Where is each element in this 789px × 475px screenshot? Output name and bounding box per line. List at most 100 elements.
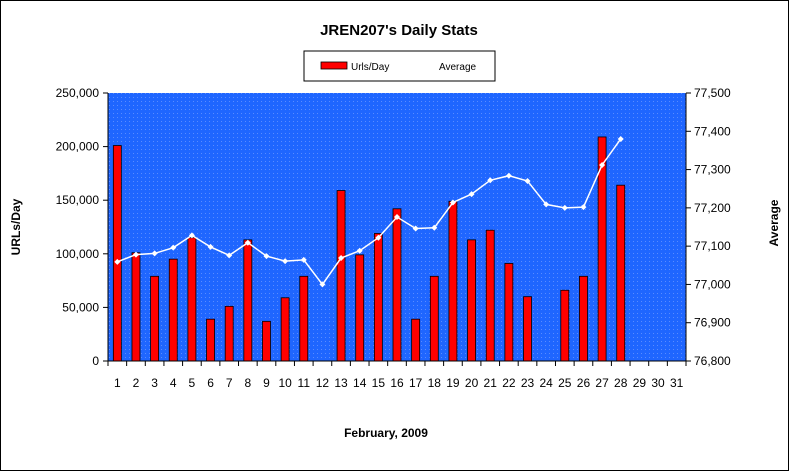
average-point-day-3: [151, 250, 158, 257]
bar-day-11: [299, 275, 309, 362]
x-tick-label: 1: [114, 376, 121, 390]
average-point-day-28: [617, 135, 624, 142]
average-point-day-9: [263, 253, 270, 260]
x-tick-label: 29: [633, 376, 647, 390]
bar-day-20: [467, 239, 476, 362]
average-point-day-26: [580, 204, 587, 211]
x-tick-label: 11: [298, 376, 311, 390]
bar-day-23: [523, 296, 532, 362]
average-point-day-16: [394, 214, 400, 221]
bar-day-25: [560, 289, 570, 362]
bar-day-17: [411, 318, 421, 362]
x-tick-label: 23: [521, 376, 535, 390]
bar-day-7: [224, 305, 234, 362]
average-point-day-23: [524, 178, 531, 185]
y2-tick-label: 77,300: [694, 163, 731, 177]
x-tick-label: 14: [353, 376, 367, 390]
average-point-day-2: [132, 251, 139, 258]
x-tick-label: 7: [226, 376, 233, 390]
average-point-day-10: [282, 258, 289, 265]
y2-tick-label: 77,500: [694, 86, 731, 100]
average-line: [117, 138, 622, 286]
chart-title: JREN207's Daily Stats: [320, 22, 478, 39]
y2-tick-label: 77,400: [694, 124, 731, 138]
bar-day-2: [131, 252, 141, 362]
bar-day-26: [579, 275, 588, 362]
x-tick-label: 6: [207, 376, 214, 390]
average-point-day-19: [449, 199, 456, 206]
average-point-day-21: [487, 177, 494, 184]
y2-tick-label: 76,900: [694, 316, 731, 330]
average-point-day-20: [468, 191, 475, 198]
x-tick-label: 22: [502, 376, 516, 390]
average-point-day-6: [207, 243, 214, 250]
average-point-day-4: [170, 244, 177, 251]
bar-day-4: [168, 258, 178, 362]
x-tick-label: 21: [484, 376, 498, 390]
x-tick-label: 8: [244, 376, 251, 390]
average-point-day-8: [244, 239, 251, 246]
y-tick-label: 0: [92, 354, 99, 368]
y-tick-label: 150,000: [56, 193, 100, 207]
average-point-day-14: [356, 247, 363, 254]
bar-day-28: [616, 184, 626, 362]
y2-tick-label: 77,200: [694, 201, 731, 215]
bar-day-3: [150, 275, 160, 362]
average-point-day-1: [114, 258, 121, 265]
y2-axis-label: Average: [767, 199, 781, 246]
x-tick-label: 26: [577, 376, 591, 390]
bar-day-1: [112, 145, 122, 362]
x-tick-label: 15: [372, 376, 386, 390]
average-point-day-12: [319, 281, 326, 288]
legend-bar-swatch: [320, 61, 348, 70]
bar-day-16: [392, 208, 402, 362]
x-tick-label: 12: [316, 376, 330, 390]
bar-day-15: [373, 233, 383, 362]
y-tick-label: 100,000: [56, 247, 100, 261]
x-tick-label: 28: [614, 376, 628, 390]
x-tick-label: 27: [595, 376, 609, 390]
x-tick-label: 13: [334, 376, 348, 390]
bar-day-22: [504, 263, 514, 362]
average-point-day-5: [188, 232, 195, 239]
bar-day-19: [448, 200, 458, 362]
average-point-day-27: [599, 161, 606, 168]
legend: Urls/Day Average: [303, 50, 496, 82]
y2-tick-label: 77,000: [694, 277, 731, 291]
legend-bar-label: Urls/Day: [351, 62, 389, 73]
x-tick-label: 19: [446, 376, 460, 390]
x-tick-label: 25: [558, 376, 572, 390]
legend-line-label: Average: [439, 62, 477, 73]
x-tick-label: 4: [170, 376, 177, 390]
x-tick-label: 17: [409, 376, 423, 390]
bar-day-5: [187, 237, 197, 362]
y-tick-label: 50,000: [62, 300, 99, 314]
x-tick-label: 30: [651, 376, 665, 390]
average-point-day-11: [300, 256, 307, 263]
bar-day-21: [485, 229, 495, 362]
bar-day-8: [243, 239, 253, 362]
bar-day-13: [336, 190, 346, 362]
x-tick-label: 18: [428, 376, 442, 390]
average-point-day-18: [431, 224, 438, 231]
x-axis-label: February, 2009: [344, 426, 428, 440]
y2-tick-label: 76,800: [694, 354, 731, 368]
bar-day-10: [280, 297, 290, 362]
bar-day-6: [206, 318, 215, 362]
average-point-day-25: [561, 204, 568, 211]
average-point-day-15: [375, 234, 382, 241]
y-tick-label: 200,000: [56, 140, 100, 154]
x-tick-label: 24: [539, 376, 553, 390]
average-point-day-7: [226, 252, 233, 259]
x-tick-label: 9: [263, 376, 270, 390]
average-point-day-22: [505, 172, 512, 179]
average-point-day-24: [543, 201, 550, 208]
bar-day-14: [355, 254, 365, 362]
y2-tick-label: 77,100: [694, 239, 731, 253]
y-axis-label: URLs/Day: [9, 198, 23, 255]
x-tick-label: 20: [465, 376, 479, 390]
x-tick-label: 10: [278, 376, 292, 390]
average-point-day-17: [412, 225, 419, 232]
